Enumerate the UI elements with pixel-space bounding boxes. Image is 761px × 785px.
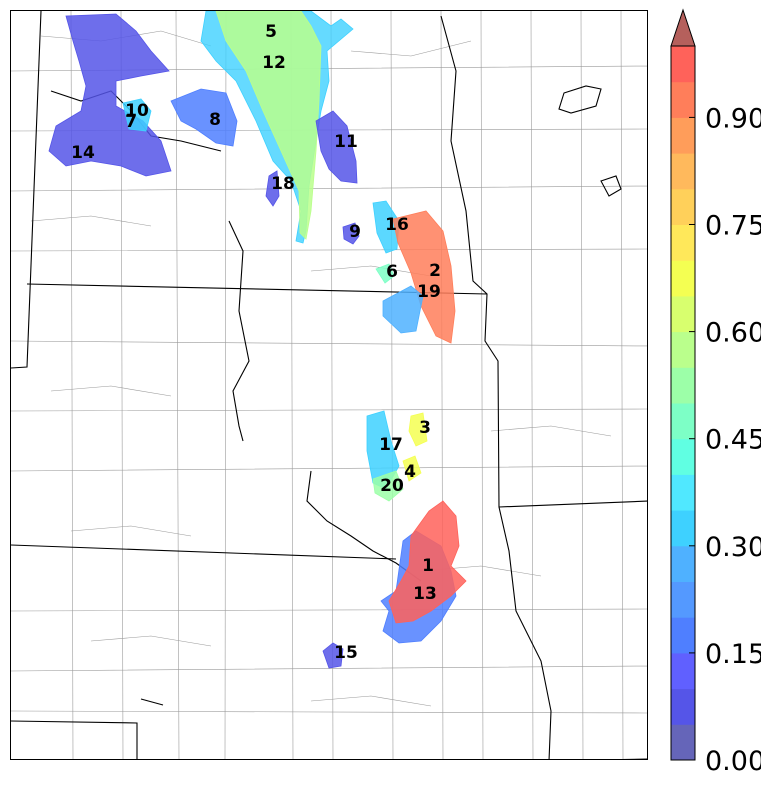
colorbar-tick-label: 0.00 xyxy=(705,746,761,777)
region-11 xyxy=(315,110,358,184)
label-3: 3 xyxy=(419,418,431,438)
label-13: 13 xyxy=(413,584,437,604)
colorbar-tick-label: 0.15 xyxy=(705,639,761,670)
label-8: 8 xyxy=(209,110,221,130)
colorbar-tick-label: 0.75 xyxy=(705,211,761,242)
colorbar-tick-label: 0.90 xyxy=(705,103,761,134)
colorbar-tick-label: 0.45 xyxy=(705,425,761,456)
colorbar-segment xyxy=(671,188,695,225)
label-12: 12 xyxy=(262,53,286,73)
colorbar-segment xyxy=(671,617,695,654)
label-10: 10 xyxy=(125,101,149,121)
colorbar-segment xyxy=(671,724,695,761)
region-1 xyxy=(388,500,467,624)
label-18: 18 xyxy=(271,174,295,194)
colorbar-ticks: 0.00 0.15 0.30 0.45 0.60 0.75 0.90 xyxy=(689,103,761,777)
colorbar-segment xyxy=(671,81,695,118)
label-14: 14 xyxy=(71,143,95,163)
region-16 xyxy=(372,200,400,254)
label-7: 7 xyxy=(125,112,137,132)
region-6 xyxy=(375,263,395,284)
region-2 xyxy=(392,210,456,344)
region-10 xyxy=(122,98,152,132)
label-15: 15 xyxy=(334,643,358,663)
region-4 xyxy=(402,455,422,482)
map-canvas: 1 2 3 4 5 6 7 8 9 10 11 12 13 14 15 16 1… xyxy=(11,11,647,759)
map-frame: 1 2 3 4 5 6 7 8 9 10 11 12 13 14 15 16 1… xyxy=(10,10,648,760)
label-9: 9 xyxy=(349,222,361,242)
colorbar-segment xyxy=(671,474,695,511)
colorbar-segment xyxy=(671,295,695,333)
colorbar-segment xyxy=(671,367,695,404)
colorbar: 0.00 0.15 0.30 0.45 0.60 0.75 0.90 xyxy=(670,8,761,777)
colorbar-tick-label: 0.30 xyxy=(705,532,761,563)
colorbar-segments xyxy=(671,46,695,761)
colorbar-tick-label: 0.60 xyxy=(705,318,761,349)
label-16: 16 xyxy=(385,215,409,235)
label-19: 19 xyxy=(417,282,441,302)
region-20 xyxy=(372,470,404,502)
label-5: 5 xyxy=(265,22,277,42)
label-17: 17 xyxy=(379,435,403,455)
region-5-12-core xyxy=(215,11,322,240)
colorbar-outline xyxy=(670,45,696,761)
colorbar-segment xyxy=(671,117,695,154)
label-6: 6 xyxy=(386,262,398,282)
region-9 xyxy=(342,222,360,245)
region-15 xyxy=(322,642,344,669)
colorbar-segment xyxy=(671,688,695,725)
region-8 xyxy=(170,88,238,147)
colorbar-extend-triangle xyxy=(670,8,696,47)
colorbar-segment xyxy=(671,260,695,297)
colorbar-segment xyxy=(671,224,695,261)
colorbar-segment xyxy=(671,652,695,690)
colorbar-segment xyxy=(671,510,695,547)
colorbar-segment xyxy=(671,403,695,440)
region-18 xyxy=(265,170,280,207)
colorbar-segment xyxy=(671,46,695,83)
label-11: 11 xyxy=(334,132,358,152)
label-20: 20 xyxy=(380,476,404,496)
region-3 xyxy=(408,412,428,447)
label-4: 4 xyxy=(404,462,416,482)
region-nw xyxy=(48,13,172,177)
region-19 xyxy=(382,285,424,334)
label-2: 2 xyxy=(429,261,441,281)
label-1: 1 xyxy=(422,556,434,576)
colorbar-segment xyxy=(671,153,695,190)
probability-objects xyxy=(48,11,467,669)
colorbar-segment xyxy=(671,331,695,368)
colorbar-segment xyxy=(671,438,695,475)
colorbar-segment xyxy=(671,545,695,582)
object-labels: 1 2 3 4 5 6 7 8 9 10 11 12 13 14 15 16 1… xyxy=(71,22,441,663)
colorbar-segment xyxy=(671,581,695,618)
